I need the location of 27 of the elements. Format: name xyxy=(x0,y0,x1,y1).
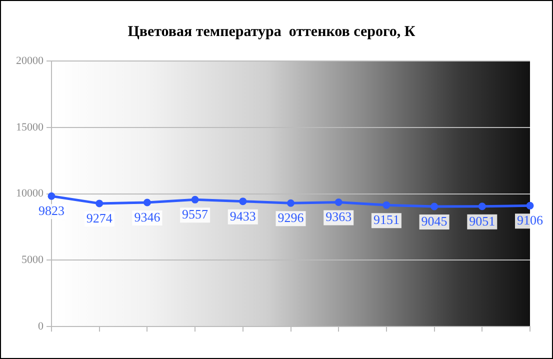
data-label: 9045 xyxy=(421,213,448,228)
y-tick-label: 5000 xyxy=(22,254,44,266)
data-label: 9346 xyxy=(134,209,161,224)
data-label: 9557 xyxy=(182,206,209,222)
data-label: 9433 xyxy=(230,208,256,224)
data-label: 9296 xyxy=(278,210,304,226)
data-label: 9274 xyxy=(86,210,113,226)
point xyxy=(526,202,534,210)
y-tick-label: 10000 xyxy=(16,188,44,200)
data-label: 9106 xyxy=(517,212,544,228)
data-label: 9823 xyxy=(38,203,64,218)
point xyxy=(382,201,390,209)
point xyxy=(143,198,151,206)
y-tick-label: 20000 xyxy=(16,54,44,67)
chart-title: Цветовая температура оттенков серого, К xyxy=(128,24,416,40)
data-label: 9051 xyxy=(469,213,496,228)
point xyxy=(191,196,199,204)
y-tick-label: 15000 xyxy=(16,121,44,134)
point xyxy=(239,198,247,206)
y-tick-label: 0 xyxy=(38,320,44,332)
point xyxy=(430,202,438,210)
data-label: 9363 xyxy=(326,209,352,224)
point xyxy=(287,199,294,207)
data-label: 9151 xyxy=(373,212,400,227)
point xyxy=(334,198,342,206)
point xyxy=(96,200,104,208)
point xyxy=(478,202,486,210)
